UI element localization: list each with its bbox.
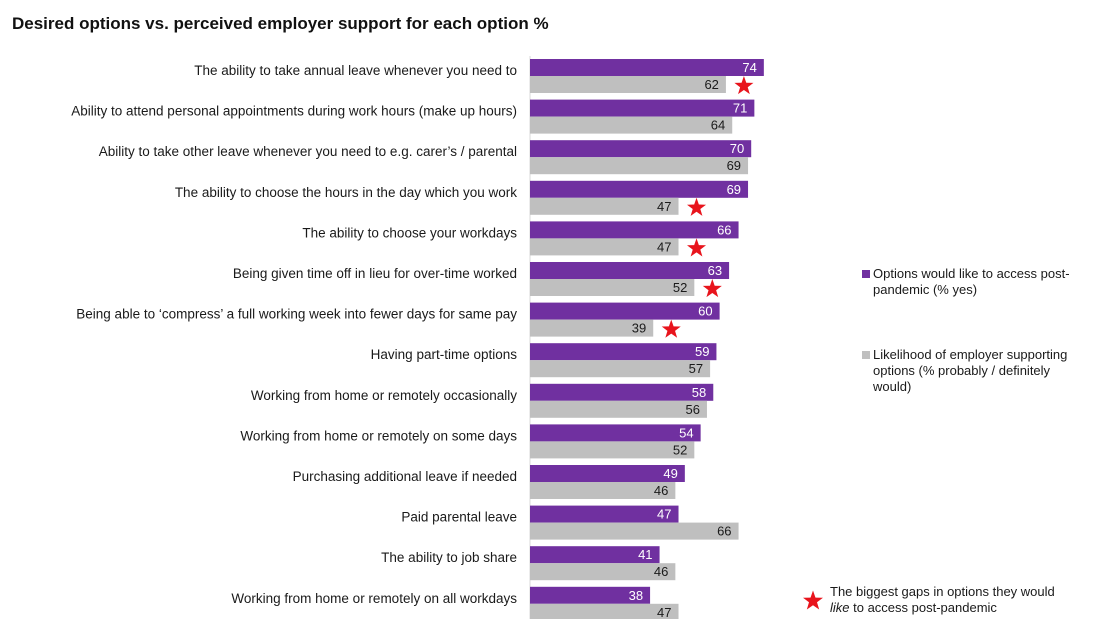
category-label: Purchasing additional leave if needed	[293, 469, 517, 484]
data-label-primary: 74	[742, 60, 756, 75]
category-label: Ability to attend personal appointments …	[71, 104, 517, 119]
category-label: Working from home or remotely on all wor…	[231, 591, 517, 606]
category-label: The ability to choose your workdays	[302, 225, 517, 240]
data-label-secondary: 69	[727, 158, 741, 173]
data-label-secondary: 64	[711, 118, 725, 133]
data-label-secondary: 62	[704, 77, 718, 92]
bar-secondary	[530, 482, 676, 499]
legend-star-line1: The biggest gaps in options they would	[830, 584, 1055, 599]
category-label: Having part-time options	[371, 347, 518, 362]
legend-secondary-series: Likelihood of employer supporting option…	[862, 347, 1077, 401]
data-label-primary: 38	[629, 588, 643, 603]
data-label-primary: 66	[717, 222, 731, 237]
bar-secondary	[530, 563, 676, 581]
bar-primary	[530, 140, 752, 158]
data-label-primary: 47	[657, 507, 671, 522]
bar-primary	[530, 221, 739, 239]
data-label-primary: 59	[695, 344, 709, 359]
legend-secondary-label: Likelihood of employer supporting option…	[873, 347, 1068, 394]
data-label-primary: 71	[733, 101, 747, 116]
data-label-secondary: 47	[657, 605, 671, 619]
data-label-secondary: 46	[654, 564, 668, 579]
category-label: Working from home or remotely occasional…	[251, 388, 517, 403]
data-label-primary: 54	[679, 425, 693, 440]
data-label-secondary: 66	[717, 524, 731, 539]
data-label-primary: 70	[730, 141, 744, 156]
category-label: Paid parental leave	[401, 510, 517, 525]
gap-star-icon	[687, 197, 707, 216]
legend-primary-series: Options would like to access post-pandem…	[862, 266, 1077, 302]
gap-star-icon	[687, 238, 707, 257]
bar-secondary	[530, 603, 679, 619]
bar-primary	[530, 59, 764, 76]
bar-primary	[530, 505, 679, 523]
category-label: Being given time off in lieu for over-ti…	[233, 266, 517, 281]
data-label-secondary: 56	[685, 402, 699, 417]
bar-secondary	[530, 279, 695, 296]
data-label-secondary: 52	[673, 280, 687, 295]
legend-star-italic: like	[830, 600, 850, 615]
bar-primary	[530, 99, 755, 117]
gap-star-icon	[661, 319, 681, 338]
legend-primary-label: Options would like to access post-pandem…	[873, 266, 1070, 297]
category-label: Being able to ‘compress’ a full working …	[76, 307, 517, 322]
data-label-secondary: 57	[689, 361, 703, 376]
bar-primary	[530, 465, 685, 482]
data-label-primary: 49	[663, 466, 677, 481]
category-label: The ability to take annual leave wheneve…	[194, 63, 517, 78]
legend-star-label: The biggest gaps in options they would li…	[830, 584, 1055, 616]
legend-biggest-gaps: The biggest gaps in options they would li…	[802, 584, 1092, 618]
chart-title: Desired options vs. perceived employer s…	[12, 14, 549, 33]
gap-star-icon	[734, 76, 754, 95]
data-label-secondary: 47	[657, 199, 671, 214]
bar-primary	[530, 343, 717, 361]
bar-primary	[530, 383, 714, 401]
data-label-secondary: 47	[657, 239, 671, 254]
category-label: Ability to take other leave whenever you…	[99, 144, 517, 159]
chart-marks: The ability to take annual leave wheneve…	[71, 59, 764, 619]
data-label-primary: 58	[692, 385, 706, 400]
bar-secondary	[530, 360, 711, 378]
bar-secondary	[530, 76, 726, 93]
bar-primary	[530, 262, 730, 279]
data-label-secondary: 52	[673, 442, 687, 457]
bar-primary	[530, 586, 651, 604]
bar-secondary	[530, 400, 707, 418]
category-label: Working from home or remotely on some da…	[240, 428, 517, 443]
data-label-primary: 69	[727, 182, 741, 197]
bar-primary	[530, 302, 720, 320]
bar-primary	[530, 180, 749, 198]
bar-secondary	[530, 157, 749, 175]
legend-primary-swatch	[862, 270, 870, 278]
data-label-primary: 41	[638, 547, 652, 562]
legend-star-line2: to access post-pandemic	[849, 600, 997, 615]
gap-star-icon	[702, 279, 722, 298]
data-label-secondary: 39	[632, 321, 646, 336]
bar-secondary	[530, 522, 739, 540]
data-label-primary: 60	[698, 304, 712, 319]
category-label: The ability to choose the hours in the d…	[175, 185, 517, 200]
bar-primary	[530, 424, 701, 442]
star-icon	[803, 590, 823, 610]
data-label-primary: 63	[708, 263, 722, 278]
bar-primary	[530, 546, 660, 564]
bar-secondary	[530, 238, 679, 256]
bar-secondary	[530, 116, 733, 134]
bar-secondary	[530, 197, 679, 215]
bar-secondary	[530, 319, 654, 337]
bar-secondary	[530, 441, 695, 459]
data-label-secondary: 46	[654, 483, 668, 498]
legend-secondary-swatch	[862, 351, 870, 359]
category-label: The ability to job share	[381, 550, 517, 565]
